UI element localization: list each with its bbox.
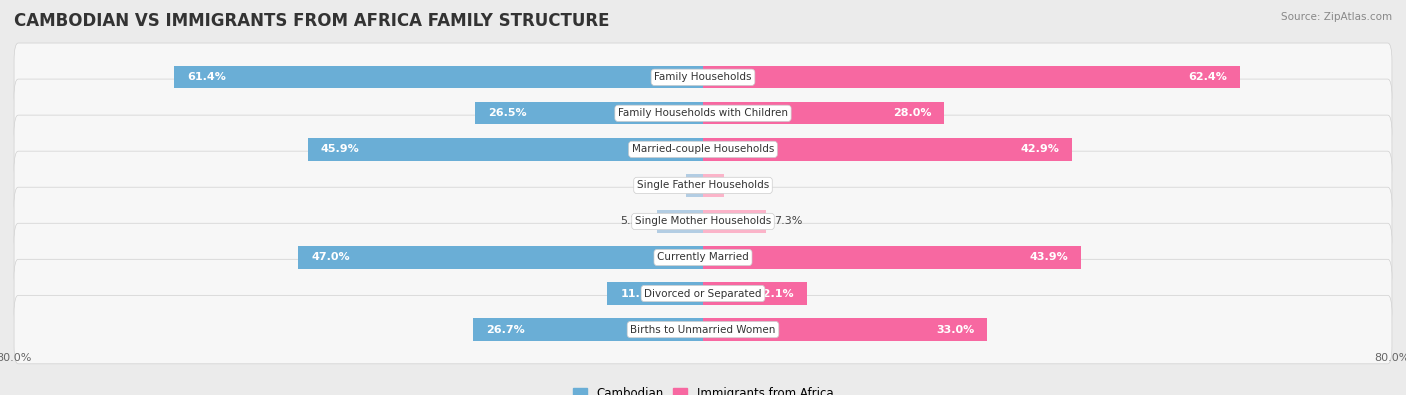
Text: 26.5%: 26.5% xyxy=(488,108,526,118)
Text: 2.4%: 2.4% xyxy=(733,181,761,190)
FancyBboxPatch shape xyxy=(14,79,1392,148)
Text: Family Households: Family Households xyxy=(654,72,752,82)
Text: Married-couple Households: Married-couple Households xyxy=(631,144,775,154)
Text: 11.1%: 11.1% xyxy=(620,288,659,299)
Bar xyxy=(703,66,1240,88)
FancyBboxPatch shape xyxy=(14,259,1392,328)
FancyBboxPatch shape xyxy=(14,223,1392,292)
Text: Births to Unmarried Women: Births to Unmarried Women xyxy=(630,325,776,335)
Text: Source: ZipAtlas.com: Source: ZipAtlas.com xyxy=(1281,12,1392,22)
Bar xyxy=(475,102,703,124)
Bar xyxy=(658,210,703,233)
FancyBboxPatch shape xyxy=(14,115,1392,184)
Text: Currently Married: Currently Married xyxy=(657,252,749,263)
Bar xyxy=(308,138,703,160)
Text: 5.3%: 5.3% xyxy=(620,216,648,226)
Bar xyxy=(298,246,703,269)
FancyBboxPatch shape xyxy=(14,151,1392,220)
Text: 47.0%: 47.0% xyxy=(311,252,350,263)
Text: 43.9%: 43.9% xyxy=(1029,252,1069,263)
Bar xyxy=(703,210,766,233)
Bar xyxy=(174,66,703,88)
Bar xyxy=(686,174,703,197)
FancyBboxPatch shape xyxy=(14,295,1392,364)
Text: 45.9%: 45.9% xyxy=(321,144,360,154)
Legend: Cambodian, Immigrants from Africa: Cambodian, Immigrants from Africa xyxy=(568,383,838,395)
Text: 7.3%: 7.3% xyxy=(775,216,803,226)
Text: Single Father Households: Single Father Households xyxy=(637,181,769,190)
Text: 61.4%: 61.4% xyxy=(187,72,226,82)
Bar xyxy=(703,174,724,197)
Text: 28.0%: 28.0% xyxy=(893,108,931,118)
Bar xyxy=(607,282,703,305)
Text: Family Households with Children: Family Households with Children xyxy=(619,108,787,118)
Text: CAMBODIAN VS IMMIGRANTS FROM AFRICA FAMILY STRUCTURE: CAMBODIAN VS IMMIGRANTS FROM AFRICA FAMI… xyxy=(14,12,610,30)
Bar xyxy=(472,318,703,341)
Bar xyxy=(703,246,1081,269)
Text: Single Mother Households: Single Mother Households xyxy=(636,216,770,226)
FancyBboxPatch shape xyxy=(14,187,1392,256)
Bar xyxy=(703,318,987,341)
Bar xyxy=(703,138,1073,160)
Bar xyxy=(703,282,807,305)
Text: 12.1%: 12.1% xyxy=(755,288,794,299)
Text: 42.9%: 42.9% xyxy=(1021,144,1060,154)
Text: 62.4%: 62.4% xyxy=(1188,72,1227,82)
Text: 2.0%: 2.0% xyxy=(648,181,678,190)
Text: 26.7%: 26.7% xyxy=(486,325,524,335)
Text: 33.0%: 33.0% xyxy=(936,325,974,335)
Text: Divorced or Separated: Divorced or Separated xyxy=(644,288,762,299)
FancyBboxPatch shape xyxy=(14,43,1392,111)
Bar xyxy=(703,102,945,124)
